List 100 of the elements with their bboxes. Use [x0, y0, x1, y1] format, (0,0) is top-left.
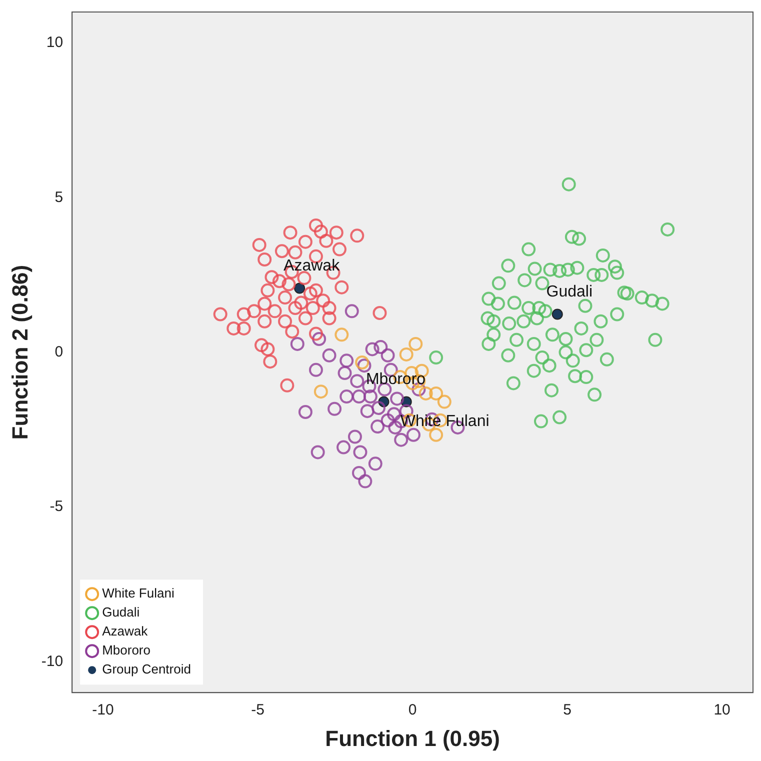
y-tick-label: 5 [54, 188, 64, 206]
point [236, 321, 251, 336]
point [316, 294, 330, 308]
y-axis-title: Function 2 (0.86) [7, 264, 32, 440]
point [332, 242, 346, 256]
point [338, 366, 352, 380]
point [352, 390, 366, 404]
point [374, 340, 388, 354]
point [368, 456, 382, 471]
point [355, 356, 370, 370]
x-axis-title: Function 1 (0.95) [325, 726, 500, 751]
point [247, 304, 262, 318]
annotation: Gudali [546, 284, 593, 301]
point [268, 304, 282, 318]
point [280, 378, 294, 392]
point [278, 314, 292, 328]
point [298, 311, 312, 326]
point [360, 404, 374, 418]
y-tick-label: -10 [41, 652, 64, 670]
legend-label: White Fulani [102, 586, 174, 601]
x-tick-label: -10 [92, 702, 114, 719]
point [310, 445, 325, 460]
point [252, 238, 266, 252]
point [264, 270, 279, 284]
point [399, 347, 414, 362]
point [350, 228, 364, 243]
x-tick-label: 10 [714, 702, 730, 719]
y-tick-label: -5 [50, 498, 64, 516]
point [344, 304, 359, 318]
point [297, 271, 312, 286]
point [329, 226, 344, 240]
point [283, 226, 298, 240]
point [406, 428, 420, 442]
point [236, 307, 251, 322]
point [386, 407, 401, 422]
point [294, 282, 306, 294]
point [308, 362, 323, 377]
point [552, 308, 563, 320]
legend-label: Mbororo [102, 642, 150, 658]
point [226, 321, 241, 336]
y-tick-label: 0 [54, 343, 64, 360]
y-tick-label: 10 [46, 34, 64, 52]
point [336, 440, 351, 454]
point [348, 430, 362, 444]
point [312, 332, 326, 346]
point [282, 277, 296, 292]
point [340, 354, 354, 368]
point [258, 252, 272, 266]
point [322, 311, 336, 326]
point [288, 301, 302, 316]
x-tick-label: 5 [563, 702, 572, 719]
legend-label: Gudali [102, 604, 140, 620]
point [371, 400, 386, 415]
point [308, 326, 323, 341]
point [258, 314, 272, 328]
point [258, 296, 272, 311]
x-tick-label: 0 [408, 702, 417, 719]
point [303, 286, 318, 301]
legend-label: Group Centroid [102, 662, 191, 677]
point [263, 354, 278, 369]
point [408, 336, 423, 351]
point [334, 280, 349, 294]
point [390, 392, 404, 406]
point [308, 218, 323, 232]
point [274, 244, 289, 258]
point [298, 405, 312, 420]
point [418, 386, 433, 400]
point [334, 328, 349, 342]
point [365, 342, 380, 356]
point [350, 374, 364, 388]
annotation: Azawak [284, 258, 341, 275]
x-tick-label: -5 [251, 702, 264, 719]
point [357, 358, 372, 373]
point [322, 301, 336, 316]
point [380, 413, 395, 428]
point [294, 296, 308, 310]
point [429, 428, 444, 442]
point [363, 390, 378, 404]
point [272, 274, 286, 288]
point [322, 348, 336, 362]
point [358, 474, 372, 488]
point [314, 224, 328, 239]
point [328, 402, 342, 416]
point [388, 420, 402, 434]
point [314, 384, 328, 399]
point [290, 336, 304, 351]
point [260, 283, 275, 298]
legend-label: Azawak [102, 624, 148, 639]
point [353, 445, 368, 460]
point [285, 324, 300, 339]
point [306, 301, 320, 316]
point [298, 234, 312, 249]
point [340, 390, 354, 404]
point [352, 466, 366, 480]
point [288, 245, 302, 260]
point [213, 307, 228, 322]
point [260, 342, 275, 356]
point [278, 290, 292, 305]
point [308, 283, 323, 298]
point [254, 338, 268, 352]
